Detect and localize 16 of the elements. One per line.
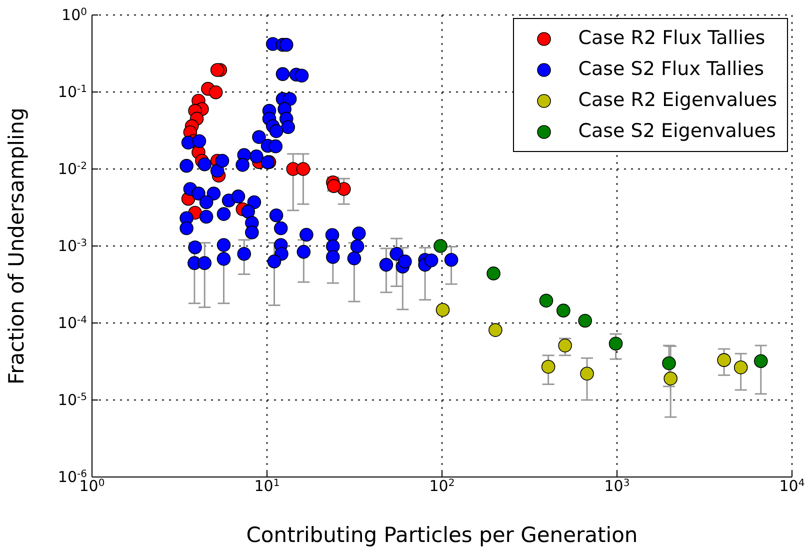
y-axis-title: Fraction of Undersampling: [4, 108, 28, 384]
legend-label: Case S2 Flux Tallies: [578, 57, 764, 82]
x-axis-title: Contributing Particles per Generation: [246, 523, 638, 547]
x-tick-label: 10$^{1}$: [254, 477, 280, 495]
x-tick-label: 10$^{3}$: [604, 477, 630, 495]
y-tick-label: 10$^{0}$: [62, 6, 87, 24]
x-tick-label: 10$^{2}$: [429, 477, 455, 495]
legend-label: Case R2 Eigenvalues: [578, 88, 777, 113]
legend-label: Case S2 Eigenvalues: [578, 119, 776, 144]
legend-label: Case R2 Flux Tallies: [578, 26, 766, 51]
x-tick-label: 10$^{4}$: [779, 477, 805, 495]
y-tick-label: 10$^{-4}$: [58, 314, 87, 332]
y-tick-label: 10$^{-3}$: [58, 237, 87, 255]
y-tick-label: 10$^{-5}$: [58, 391, 87, 409]
y-tick-label: 10$^{-1}$: [58, 83, 87, 101]
y-tick-label: 10$^{-2}$: [58, 160, 87, 178]
